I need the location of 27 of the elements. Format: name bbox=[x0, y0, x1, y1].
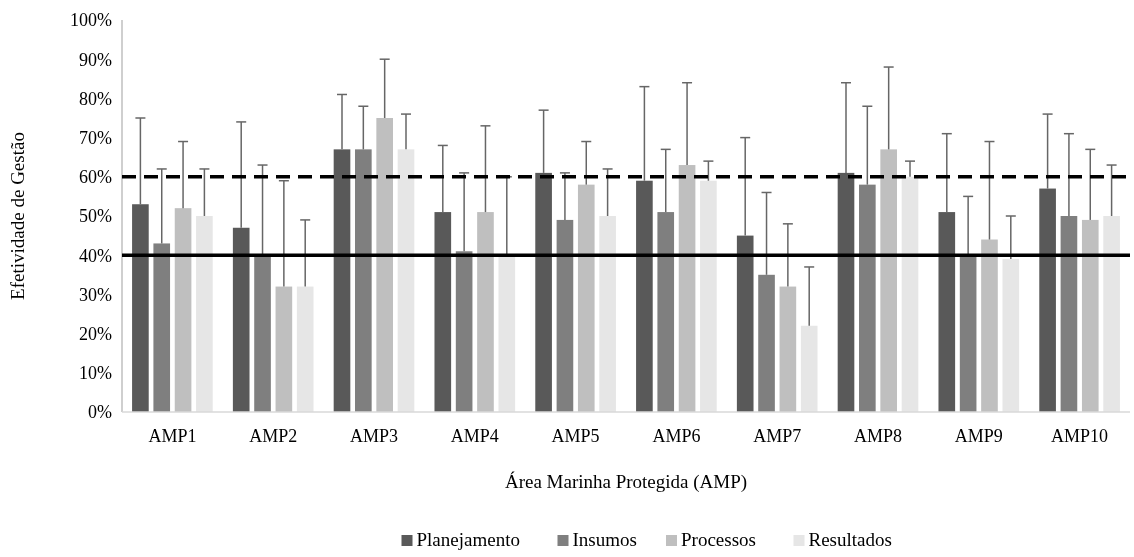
y-tick-label: 0% bbox=[88, 402, 112, 423]
legend-label: Processos bbox=[681, 529, 756, 550]
x-tick-label: AMP8 bbox=[853, 426, 903, 446]
legend-label: Insumos bbox=[572, 529, 637, 550]
y-tick-label: 90% bbox=[79, 49, 112, 70]
legend-label: Resultados bbox=[808, 529, 892, 550]
x-tick-label: AMP1 bbox=[148, 426, 197, 446]
y-tick-label: 60% bbox=[79, 167, 112, 188]
x-tick-label: AMP4 bbox=[450, 426, 499, 446]
x-tick-label: AMP2 bbox=[249, 426, 298, 446]
x-tick-label: AMP7 bbox=[753, 426, 802, 446]
y-tick-label: 40% bbox=[79, 245, 112, 266]
x-tick-label: AMP5 bbox=[551, 426, 600, 446]
x-tick-label: AMP3 bbox=[349, 426, 399, 446]
x-tick-label: AMP6 bbox=[652, 426, 701, 446]
y-tick-label: 70% bbox=[79, 127, 112, 148]
legend-label: Planejamento bbox=[416, 529, 520, 550]
y-tick-label: 80% bbox=[79, 88, 112, 109]
x-axis-title: Área Marinha Protegida (AMP) bbox=[504, 471, 748, 493]
y-tick-label: 50% bbox=[79, 206, 112, 227]
y-tick-label: 30% bbox=[79, 284, 112, 305]
x-tick-label: AMP9 bbox=[954, 426, 1003, 446]
y-tick-label: 100% bbox=[70, 10, 112, 31]
y-axis-title: Efetividade de Gestão bbox=[7, 132, 28, 300]
y-tick-label: 20% bbox=[79, 323, 112, 344]
y-tick-label: 10% bbox=[79, 363, 112, 384]
x-tick-label: AMP10 bbox=[1051, 426, 1109, 446]
